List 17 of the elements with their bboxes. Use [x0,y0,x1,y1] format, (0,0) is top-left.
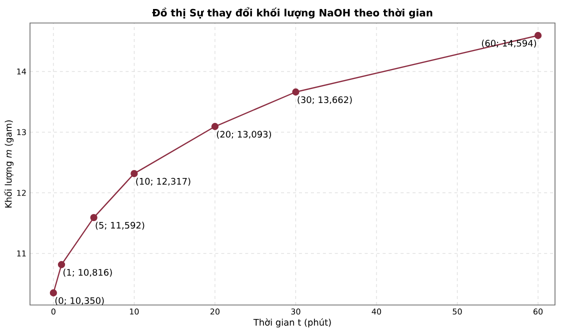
point [292,88,300,96]
annotation: (30; 13,662) [298,96,352,104]
point [130,170,138,178]
annotation: (1; 10,816) [63,268,112,277]
annotation: (10; 12,317) [136,178,190,186]
y-axis-title: Khối lượng m (gam) [4,120,14,208]
x-axis-title: Thời gian t (phút) [253,318,331,328]
annotation: (5; 11,592) [96,222,144,230]
annotation: (60; 14,594) [482,40,536,48]
point [58,261,66,268]
chart-title: Đồ thị Sự thay đổi khối lượng NaOH theo thời gian [152,7,432,18]
point [534,32,542,40]
annotation: (20; 13,093) [216,130,272,139]
point [90,214,98,222]
annotation: (0; 10,350) [55,297,104,306]
point [211,122,219,130]
point [50,289,58,296]
